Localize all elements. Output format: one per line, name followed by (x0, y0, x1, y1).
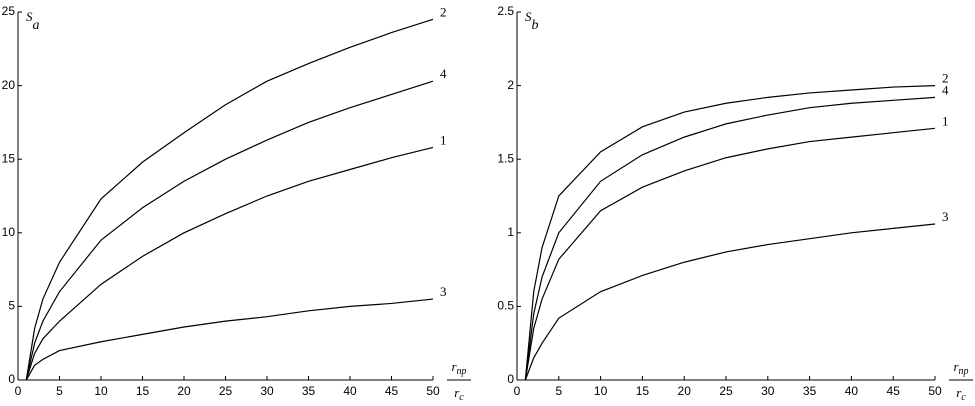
x-tick-label: 45 (887, 384, 901, 398)
x-tick-label: 5 (555, 384, 562, 398)
curve (25, 18, 434, 381)
x-tick-label: 30 (761, 384, 775, 398)
curve (25, 298, 434, 381)
y-label-symbol: S (26, 9, 33, 24)
curve (524, 127, 936, 381)
x-tick-label: 40 (343, 384, 357, 398)
x-tick-label: 50 (426, 384, 440, 398)
x-tick-label: 15 (636, 384, 650, 398)
y-tick-label: 0 (8, 372, 15, 386)
x-tick-label: 50 (928, 384, 942, 398)
y-axis-label: Sb (525, 9, 539, 33)
curve (25, 146, 434, 381)
curve-label: 4 (942, 82, 949, 97)
x-label-den-symbol: r (454, 385, 460, 400)
y-tick-label: 25 (2, 4, 16, 18)
curve-label: 3 (440, 284, 447, 299)
x-tick-label: 0 (15, 384, 22, 398)
y-label-symbol: S (525, 9, 532, 24)
curve-label: 1 (440, 132, 447, 147)
y-tick-label: 15 (2, 151, 16, 165)
x-tick-label: 30 (260, 384, 274, 398)
y-axis-label: Sa (26, 9, 40, 33)
curve (25, 80, 434, 381)
curve-label: 2 (440, 4, 447, 19)
x-tick-label: 20 (177, 384, 191, 398)
x-label-num-subscript: пр (959, 366, 969, 377)
y-tick-label: 0 (507, 372, 514, 386)
x-label-denominator: rc (454, 385, 464, 403)
x-tick-label: 15 (136, 384, 150, 398)
curve (524, 85, 936, 381)
y-label-subscript: a (33, 18, 40, 33)
x-label-den-subscript: c (459, 392, 464, 403)
curve-label: 3 (942, 209, 949, 224)
x-tick-label: 5 (56, 384, 63, 398)
y-tick-label: 10 (2, 225, 16, 239)
x-label-num-symbol: r (953, 359, 959, 374)
x-label-denominator: rc (956, 385, 966, 403)
y-label-subscript: b (532, 18, 539, 33)
x-tick-label: 25 (219, 384, 233, 398)
x-label-den-subscript: c (961, 392, 966, 403)
y-tick-label: 0.5 (497, 299, 514, 313)
x-tick-label: 35 (803, 384, 817, 398)
x-label-num-symbol: r (451, 359, 457, 374)
x-label-num-subscript: пр (457, 366, 467, 377)
x-tick-label: 0 (514, 384, 521, 398)
x-tick-label: 35 (302, 384, 316, 398)
x-tick-label: 45 (385, 384, 399, 398)
curve-label: 1 (942, 113, 949, 128)
y-tick-label: 20 (2, 78, 16, 92)
x-label-numerator: rпр (953, 359, 968, 377)
x-label-den-symbol: r (956, 385, 962, 400)
y-tick-label: 1.5 (497, 151, 514, 165)
x-tick-label: 20 (678, 384, 692, 398)
x-tick-label: 25 (719, 384, 733, 398)
x-label-numerator: rпр (451, 359, 466, 377)
y-tick-label: 2 (507, 78, 514, 92)
curve-label: 2 (942, 71, 949, 86)
curve (524, 96, 936, 381)
curve (524, 223, 936, 381)
y-tick-label: 1 (507, 225, 514, 239)
x-tick-label: 10 (594, 384, 608, 398)
x-tick-label: 10 (94, 384, 108, 398)
x-tick-label: 40 (845, 384, 859, 398)
curve-label: 4 (440, 66, 447, 81)
y-tick-label: 5 (8, 299, 15, 313)
y-tick-label: 2.5 (497, 4, 514, 18)
